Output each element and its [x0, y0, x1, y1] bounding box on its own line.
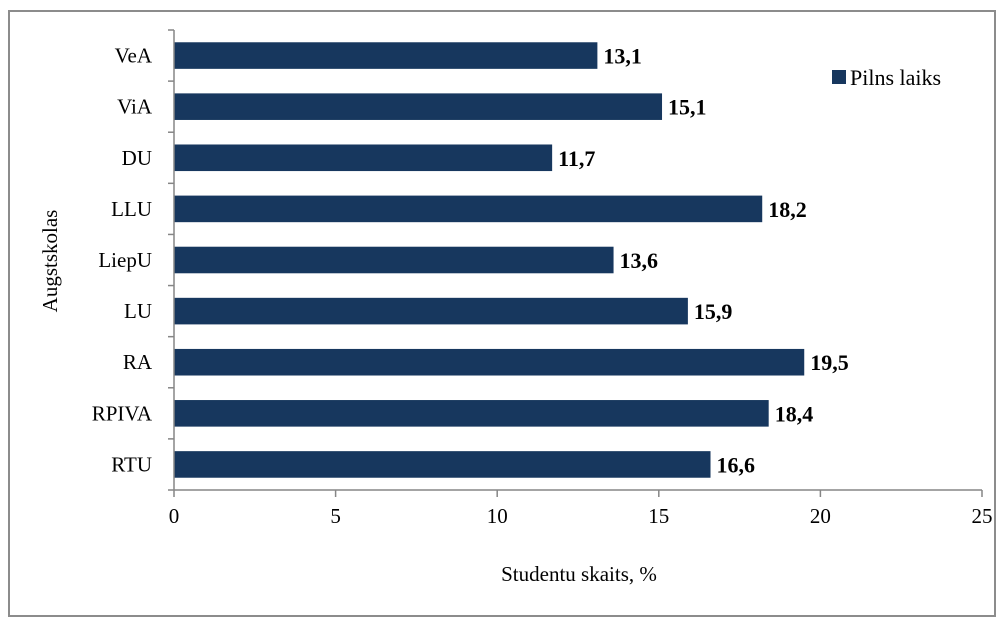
data-label: 13,1	[603, 44, 642, 69]
category-label: ViA	[117, 95, 153, 119]
category-label: RA	[123, 350, 153, 374]
legend-swatch	[832, 70, 846, 84]
data-label: 15,9	[694, 299, 733, 324]
bar-rtu	[174, 451, 711, 478]
bar-du	[174, 144, 553, 172]
x-tick-label: 20	[810, 504, 831, 528]
bar-ra	[174, 348, 805, 376]
category-label: LU	[124, 299, 152, 323]
bar-liepu	[174, 246, 614, 274]
x-tick-label: 10	[487, 504, 508, 528]
data-label: 19,5	[810, 350, 849, 375]
data-label: 18,4	[775, 401, 814, 426]
category-label: LLU	[111, 197, 152, 221]
data-label: 15,1	[668, 95, 707, 120]
bar-via	[174, 93, 663, 120]
y-axis-title: Augstskolas	[38, 210, 62, 313]
category-label: RPIVA	[92, 401, 153, 425]
data-label: 16,6	[717, 452, 756, 477]
bar-llu	[174, 195, 763, 223]
category-label: DU	[122, 146, 152, 170]
x-tick-label: 5	[330, 504, 341, 528]
axes-layer	[168, 29, 983, 497]
legend: Pilns laiks	[832, 65, 941, 90]
labels-layer: VeA 13,1 ViA 15,1 DU 11,7 LLU 18,2 LiepU 13,6 LU 15…	[92, 44, 993, 528]
category-label: VeA	[115, 44, 153, 68]
data-label: 13,6	[620, 248, 659, 273]
x-tick-label: 15	[648, 504, 669, 528]
data-label: 11,7	[558, 146, 595, 171]
category-label: LiepU	[98, 248, 152, 272]
category-label: RTU	[111, 452, 152, 476]
bar-vea	[174, 42, 598, 69]
x-tick-label: 25	[972, 504, 993, 528]
x-tick-label: 0	[169, 504, 180, 528]
x-axis-title: Studentu skaits, %	[501, 562, 657, 586]
legend-label: Pilns laiks	[850, 65, 941, 90]
bar-lu	[174, 297, 688, 325]
bar-rpiva	[174, 400, 769, 427]
data-label: 18,2	[768, 197, 807, 222]
bars-layer	[174, 42, 805, 478]
